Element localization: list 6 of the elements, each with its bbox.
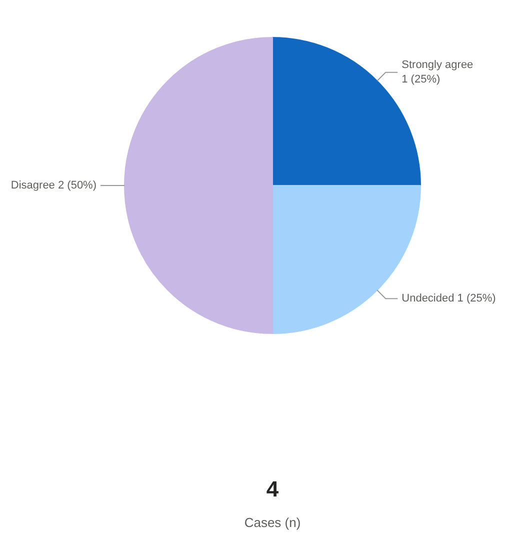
text: 4 [266,476,280,502]
slice-label: Undecided 1 (25%) [402,292,496,305]
slice-label: Strongly agree [402,59,474,72]
data-label: 1 (25%) [402,74,440,86]
text: Cases (n) [244,515,301,530]
slice-label: Disagree 2 (50%) [10,180,96,192]
